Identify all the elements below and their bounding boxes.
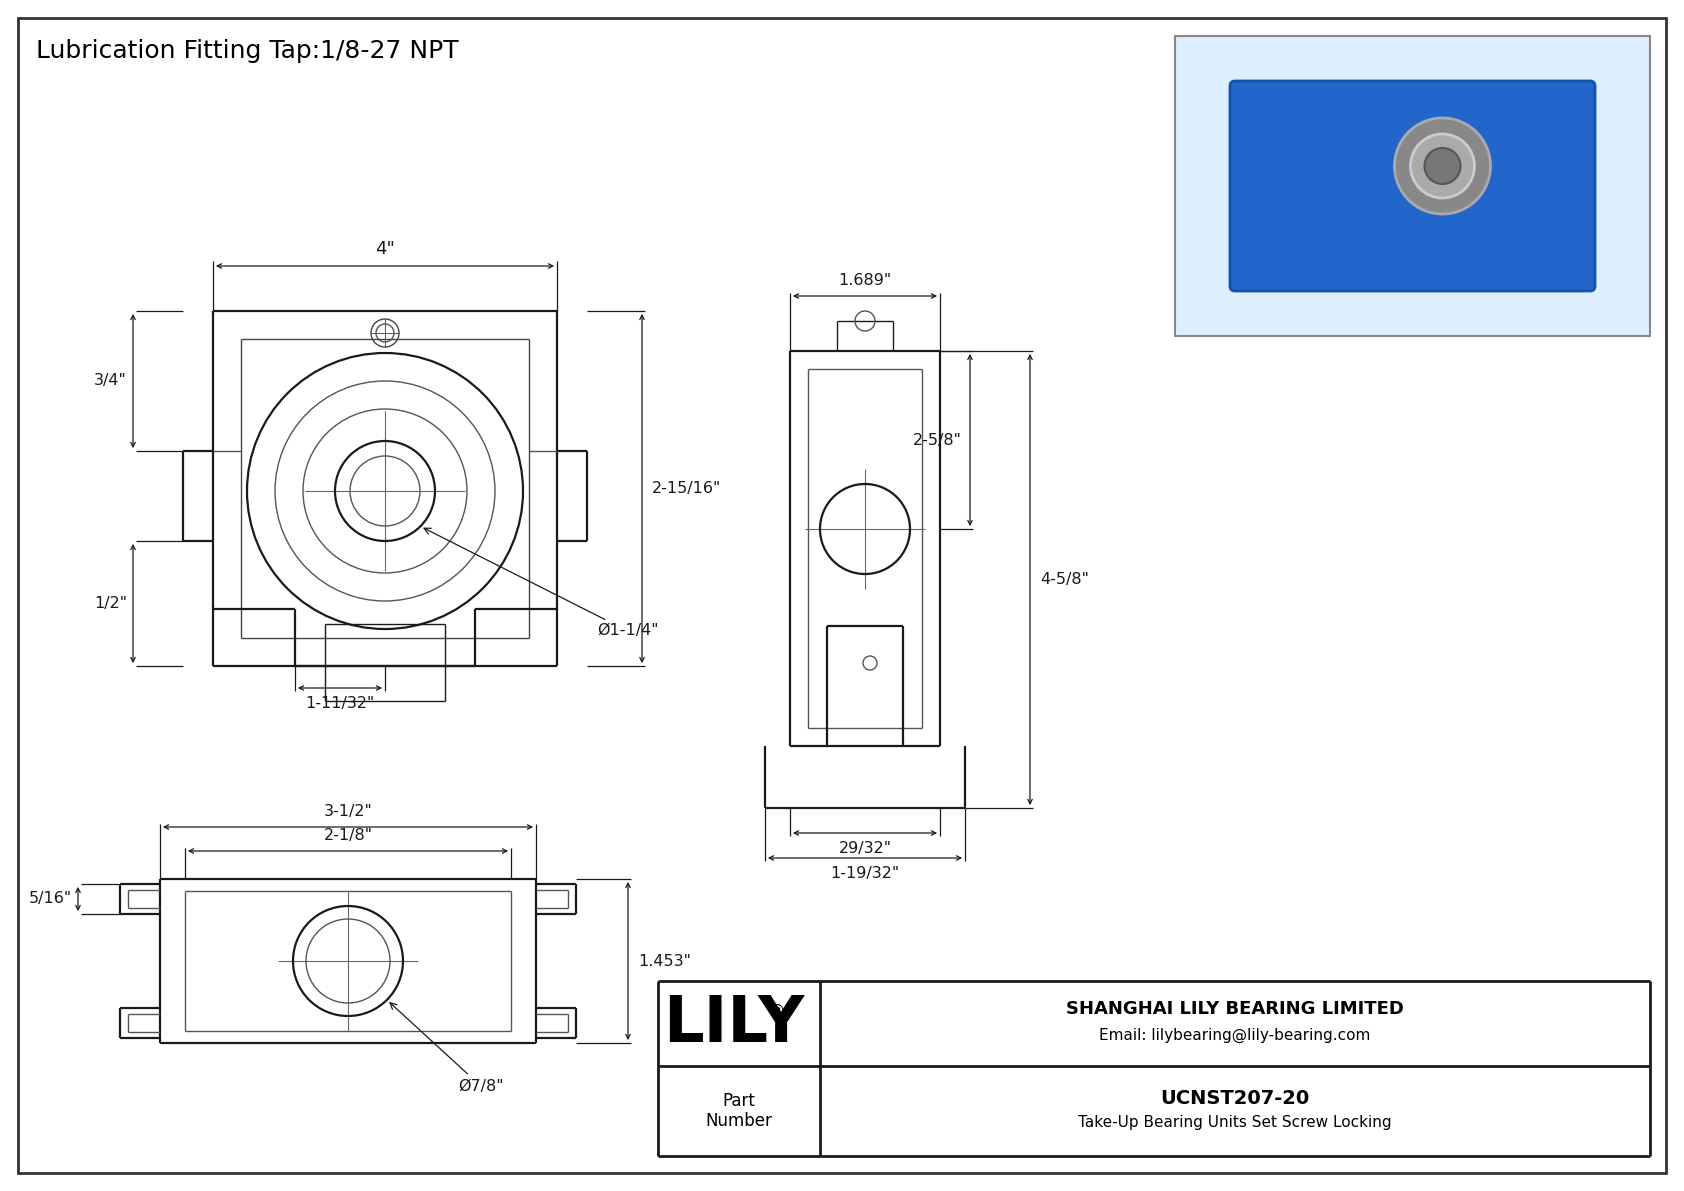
Circle shape [1411,135,1475,198]
Text: Ø7/8": Ø7/8" [391,1003,504,1093]
Circle shape [1394,118,1490,214]
Text: 29/32": 29/32" [839,841,891,856]
Text: LILY: LILY [663,992,805,1054]
Text: UCNST207-20: UCNST207-20 [1160,1090,1310,1109]
Text: 1-19/32": 1-19/32" [830,866,899,881]
FancyBboxPatch shape [1229,81,1595,291]
Text: 1.453": 1.453" [638,954,690,968]
Bar [1175,36,1650,336]
Text: Part
Number: Part Number [706,1092,773,1130]
Text: 3/4": 3/4" [94,374,126,388]
Text: 4": 4" [376,241,396,258]
Text: 1/2": 1/2" [94,596,126,611]
Text: 4-5/8": 4-5/8" [1041,572,1090,587]
Text: 5/16": 5/16" [29,892,72,906]
Text: 3-1/2": 3-1/2" [323,804,372,819]
Text: 1.689": 1.689" [839,273,891,288]
Text: 1-11/32": 1-11/32" [305,696,374,711]
Text: SHANGHAI LILY BEARING LIMITED: SHANGHAI LILY BEARING LIMITED [1066,999,1404,1017]
Text: Lubrication Fitting Tap:1/8-27 NPT: Lubrication Fitting Tap:1/8-27 NPT [35,39,458,63]
Text: 2-5/8": 2-5/8" [913,432,962,448]
Circle shape [1425,148,1460,183]
Text: Ø1-1/4": Ø1-1/4" [424,529,658,638]
Text: Take-Up Bearing Units Set Screw Locking: Take-Up Bearing Units Set Screw Locking [1078,1116,1391,1130]
Text: 2-1/8": 2-1/8" [323,828,372,843]
Text: ®: ® [770,1004,785,1019]
Text: Email: lilybearing@lily-bearing.com: Email: lilybearing@lily-bearing.com [1100,1028,1371,1043]
Text: 2-15/16": 2-15/16" [652,481,721,495]
